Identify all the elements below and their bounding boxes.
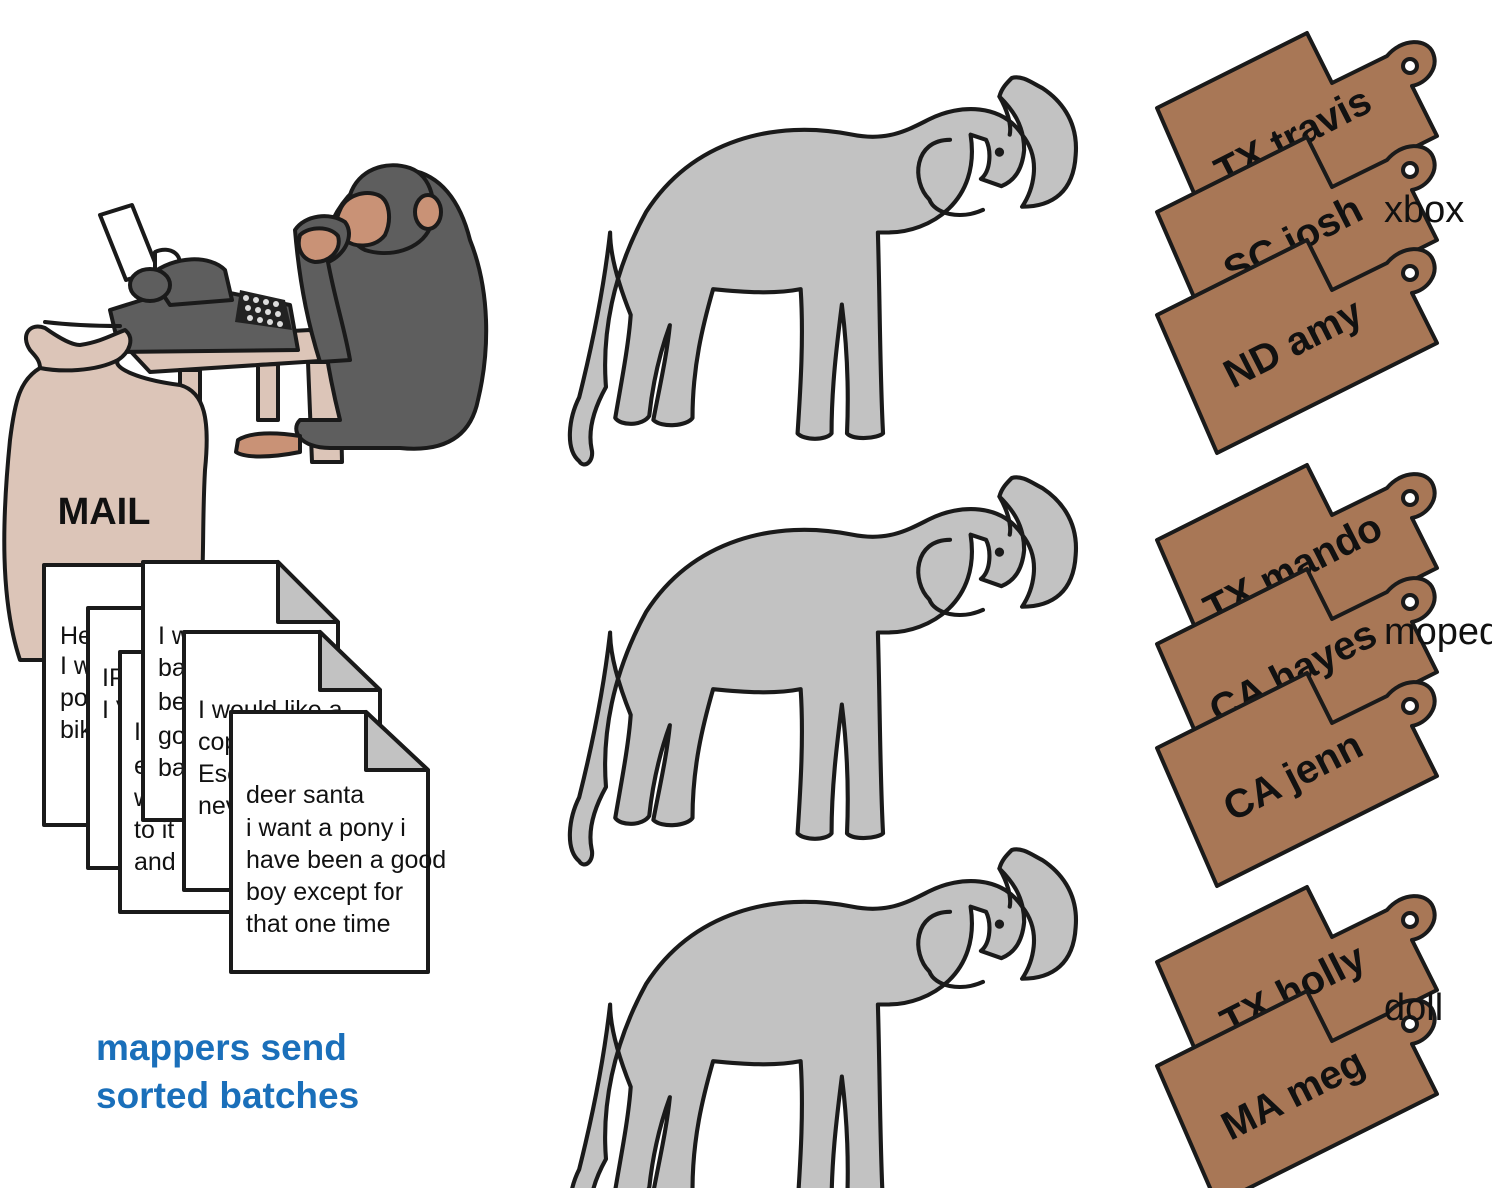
caption: mappers send sorted batches [96,1027,359,1116]
gift-label-doll: doll [1384,987,1443,1029]
tag-group-moped: TX mando CA hayes CA jenn moped [1155,463,1492,888]
elephant-3 [570,849,1076,1188]
tag-ca-jenn: CA jenn [1155,671,1439,888]
gift-label-xbox: xbox [1384,189,1464,231]
gift-label-moped: moped [1384,611,1492,653]
letter-4-text: I w ba be go ba [158,622,197,782]
typewriter [43,203,300,354]
monkey [234,163,489,459]
caption-line-1: mappers send [96,1027,347,1068]
tag-group-doll: TX holly MA meg doll [1155,885,1443,1188]
mail-bag-label: MAIL [58,491,151,533]
tag-ma-meg: MA meg [1155,989,1439,1188]
tag-group-xbox: TX travis SC josh ND amy xbox [1155,31,1464,455]
caption-line-2: sorted batches [96,1075,359,1116]
letter-6-text: deer santa i want a pony i have been a g… [246,781,453,938]
elephant-2 [570,477,1076,864]
letter-stack: He I w po bik IP I V I e w to it and [42,560,453,974]
tag-nd-amy: ND amy [1155,238,1439,455]
letter-6: deer santa i want a pony i have been a g… [229,710,453,974]
elephant-1 [570,77,1076,464]
monkey-typewriter-illustration [43,163,489,464]
